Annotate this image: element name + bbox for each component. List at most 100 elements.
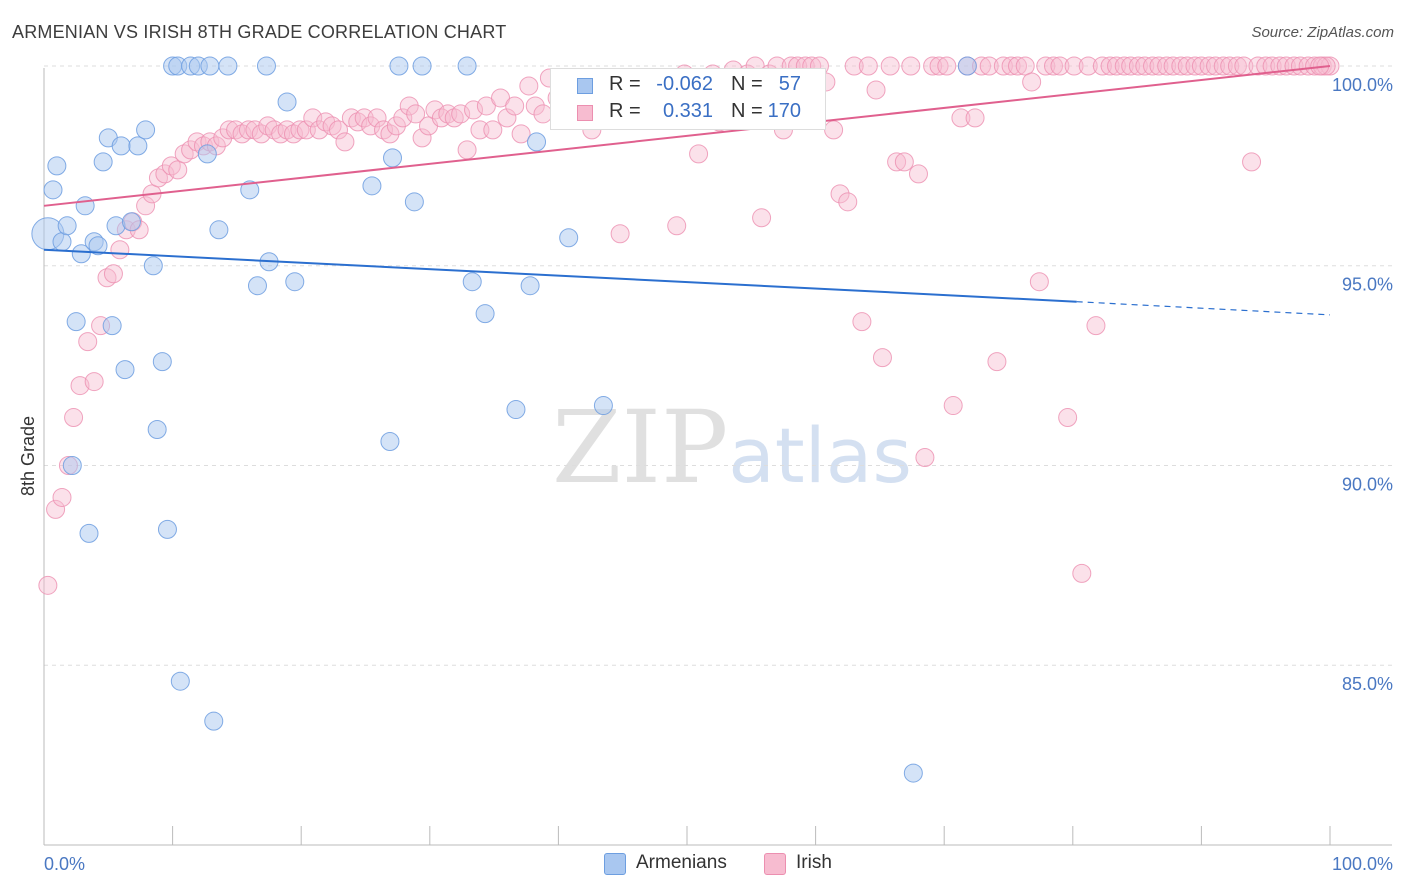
irish-point — [491, 88, 511, 108]
irish-legend-label: Irish — [796, 852, 832, 873]
armenians-trend-extension — [1076, 301, 1331, 316]
armenian-point — [362, 176, 382, 196]
irish-point — [872, 348, 892, 368]
irish-point — [399, 96, 419, 116]
armenian-point — [115, 360, 135, 380]
irish-point — [830, 184, 850, 204]
irish-point — [219, 120, 239, 140]
irish-point — [1171, 56, 1191, 76]
x-tick-label: 100.0% — [1332, 854, 1393, 874]
irish-point — [993, 56, 1013, 76]
irish-point — [844, 56, 864, 76]
armenian-point — [957, 56, 977, 76]
irish-swatch — [577, 105, 593, 121]
armenian-point — [66, 312, 86, 332]
grid-lines — [44, 65, 1392, 666]
y-tick-label: 100.0% — [1332, 75, 1393, 95]
irish-point — [168, 160, 188, 180]
irish-point — [610, 224, 630, 244]
irish-point — [1015, 56, 1035, 76]
armenian-point — [285, 272, 305, 292]
chart-title: ARMENIAN VS IRISH 8TH GRADE CORRELATION … — [12, 22, 507, 42]
irish-point — [987, 352, 1007, 372]
irish-point — [1050, 56, 1070, 76]
irish-point — [335, 132, 355, 152]
armenians-trend-line — [43, 248, 1077, 303]
irish-point — [1121, 56, 1141, 76]
irish-point — [1078, 56, 1098, 76]
irish-point — [752, 208, 772, 228]
armenian-point — [903, 763, 923, 783]
irish-point — [951, 108, 971, 128]
irish-point — [1064, 56, 1084, 76]
irish-point — [525, 96, 545, 116]
tick-labels: 85.0% 90.0% 95.0% 100.0% 0.0% 100.0% — [44, 75, 1393, 874]
irish-point — [1157, 56, 1177, 76]
armenian-point — [57, 216, 77, 236]
y-tick-label: 85.0% — [1342, 674, 1393, 694]
irish-point — [1185, 56, 1205, 76]
irish-point — [1029, 272, 1049, 292]
irish-point — [425, 100, 445, 120]
armenian-point — [75, 196, 95, 216]
irish-point — [238, 120, 258, 140]
irish-point — [1022, 72, 1042, 92]
irish-point — [1213, 56, 1233, 76]
armenian-point — [256, 56, 276, 76]
armenian-point — [457, 56, 477, 76]
armenian-point — [102, 316, 122, 336]
irish-point — [1114, 56, 1134, 76]
irish-point — [894, 152, 914, 172]
armenian-point — [152, 352, 172, 372]
irish-point — [965, 108, 985, 128]
armenian-point — [218, 56, 238, 76]
armenian-point — [240, 180, 260, 200]
watermark: ZIPatlas — [552, 398, 912, 498]
armenian-point — [157, 519, 177, 539]
armenian-point — [128, 136, 148, 156]
irish-point — [136, 196, 156, 216]
irish-points — [38, 56, 1340, 595]
armenian-point — [79, 523, 99, 543]
armenian-point — [380, 432, 400, 452]
irish-point — [1177, 56, 1197, 76]
irish-point — [309, 120, 329, 140]
irish-point — [929, 56, 949, 76]
trend-lines — [43, 64, 1331, 316]
irish-legend-swatch — [764, 853, 786, 875]
axes — [43, 68, 1392, 846]
armenian-point — [170, 671, 190, 691]
irish-point — [511, 124, 531, 144]
armenian-point — [204, 711, 224, 731]
irish-point — [1191, 56, 1211, 76]
irish-point — [84, 372, 104, 392]
armenian-point — [93, 152, 113, 172]
legend-row-armenians: R = -0.062 N = 57 — [551, 73, 825, 101]
irish-point — [505, 96, 525, 116]
irish-point — [923, 56, 943, 76]
irish-point — [393, 108, 413, 128]
irish-point — [46, 499, 66, 519]
irish-point — [519, 76, 539, 96]
irish-point — [1135, 56, 1155, 76]
irish-point — [497, 108, 517, 128]
irish-point — [1262, 56, 1282, 76]
irish-point — [1220, 56, 1240, 76]
armenian-point — [520, 276, 540, 296]
irish-point — [386, 116, 406, 136]
irish-point — [1100, 56, 1120, 76]
armenian-point — [209, 220, 229, 240]
irish-point — [943, 396, 963, 416]
irish-point — [451, 104, 471, 124]
source-label: Source: ZipAtlas.com — [1251, 24, 1394, 41]
irish-point — [251, 124, 271, 144]
irish-point — [1128, 56, 1148, 76]
irish-point — [1242, 152, 1262, 172]
irish-point — [1092, 56, 1112, 76]
watermark-atlas: atlas — [728, 411, 912, 500]
y-tick-label: 95.0% — [1342, 275, 1393, 295]
legend-n-label: N = — [731, 100, 763, 122]
armenian-point — [47, 156, 67, 176]
armenian-point — [197, 144, 217, 164]
armenian-point — [389, 56, 409, 76]
